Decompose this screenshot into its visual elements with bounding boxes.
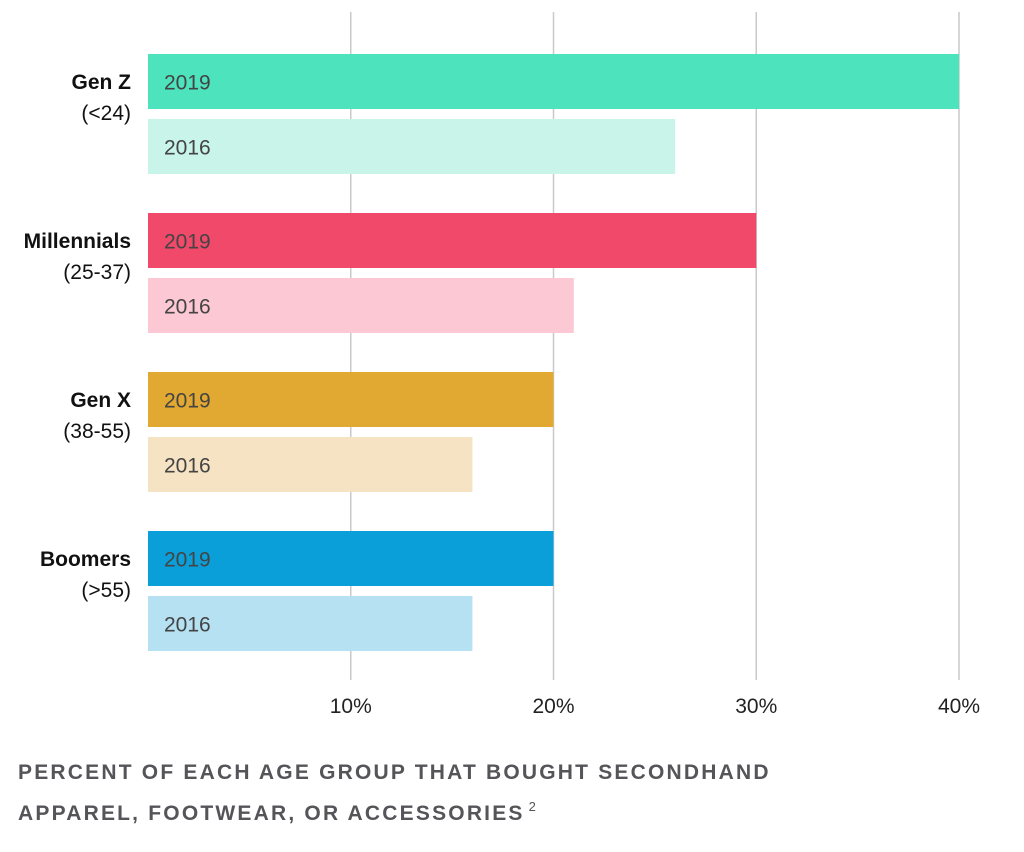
caption-footnote: 2	[528, 799, 536, 814]
category-sublabel: (<24)	[81, 102, 131, 125]
bar-label-2019: 2019	[164, 72, 211, 95]
bar-millennials-2016	[148, 278, 574, 333]
category-sublabel: (>55)	[81, 579, 131, 602]
x-tick-label: 20%	[532, 695, 574, 718]
category-label: Boomers	[40, 548, 131, 571]
category-label: Gen X	[70, 389, 131, 412]
bar-boomers-2019	[148, 531, 554, 586]
bar-chart: 2019 2016 Gen Z (<24) 2019 2016 Millennials (25…	[24, 12, 980, 718]
x-tick-label: 10%	[330, 695, 372, 718]
bar-gen-x-2019	[148, 372, 554, 427]
x-tick-label: 30%	[735, 695, 777, 718]
bar-label-2019: 2019	[164, 231, 211, 254]
bar-label-2019: 2019	[164, 390, 211, 413]
caption-line-1: PERCENT OF EACH AGE GROUP THAT BOUGHT SE…	[18, 761, 771, 784]
bar-label-2016: 2016	[164, 455, 211, 478]
category-sublabel: (38-55)	[63, 420, 131, 443]
bar-label-2016: 2016	[164, 614, 211, 637]
bar-label-2016: 2016	[164, 296, 211, 319]
bar-label-2019: 2019	[164, 549, 211, 572]
bar-gen-z-2016	[148, 119, 676, 174]
category-label: Gen Z	[71, 71, 131, 94]
bar-gen-x-2016	[148, 437, 473, 492]
bar-label-2016: 2016	[164, 137, 211, 160]
bar-millennials-2019	[148, 213, 757, 268]
bar-gen-z-2019	[148, 54, 959, 109]
category-sublabel: (25-37)	[63, 261, 131, 284]
x-tick-label: 40%	[938, 695, 980, 718]
bar-boomers-2016	[148, 596, 473, 651]
caption-line-2: APPAREL, FOOTWEAR, OR ACCESSORIES	[18, 802, 525, 825]
chart-caption: PERCENT OF EACH AGE GROUP THAT BOUGHT SE…	[18, 756, 978, 831]
category-label: Millennials	[24, 230, 131, 253]
